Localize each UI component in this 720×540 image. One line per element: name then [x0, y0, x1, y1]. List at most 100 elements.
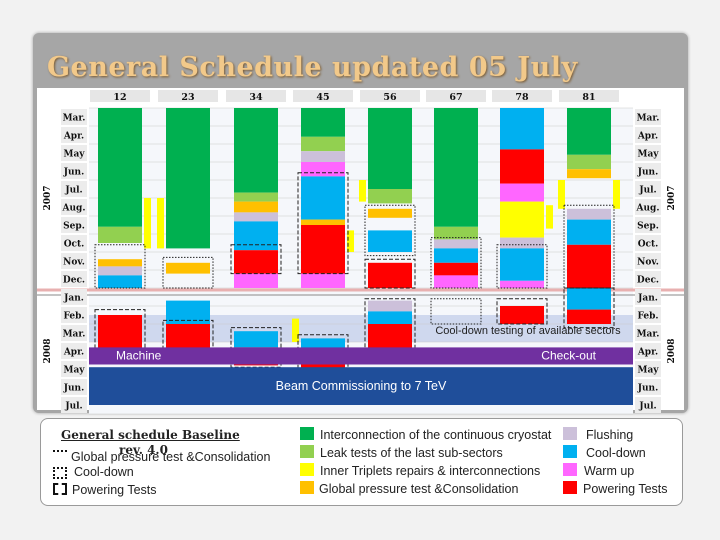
sector-label: 67	[449, 92, 462, 103]
month-label-right: Mar.	[637, 330, 660, 340]
cooldown-bar	[567, 288, 611, 310]
planning-outline	[94, 309, 146, 361]
sector-label: 78	[515, 92, 529, 103]
month-label-left: Feb.	[63, 312, 84, 322]
cooldown-bar	[234, 221, 278, 251]
warmup-bar	[301, 273, 345, 288]
month-cell-left	[61, 217, 87, 233]
month-label-left: May	[63, 150, 85, 160]
cooldown-bar	[234, 331, 278, 348]
flushing-bar	[567, 208, 611, 220]
planning-outline	[430, 237, 482, 289]
month-cell-right	[635, 127, 661, 143]
powering-bar	[500, 306, 544, 324]
inner_triplets-marker	[359, 180, 366, 202]
year-label-left: 2008	[43, 338, 53, 363]
legend-left-label-2: Powering Tests	[72, 483, 157, 497]
sector-header-cell	[492, 90, 552, 102]
inner_triplets-marker	[347, 230, 354, 252]
month-cell-left	[61, 181, 87, 197]
cooldown-bar	[98, 275, 142, 288]
checkout-label: Check-out	[541, 349, 596, 363]
sector-header-cell	[360, 90, 420, 102]
interconnection-bar	[567, 108, 611, 155]
sector-label: 56	[383, 92, 397, 103]
pressure-bar	[567, 169, 611, 179]
legend-right-label-2: Warm up	[584, 464, 635, 478]
month-label-right: May	[637, 366, 659, 376]
legend-mid-label-0: Interconnection of the continuous cryost…	[320, 428, 552, 442]
pressure-bar	[234, 201, 278, 213]
month-label-right: Apr.	[637, 132, 658, 142]
pressure-bar	[98, 259, 142, 267]
inner_triplets-bar	[500, 201, 544, 238]
month-cell-right	[635, 145, 661, 161]
inner_triplets-marker	[546, 205, 553, 229]
month-label-left: Aug.	[62, 204, 86, 214]
interconnection-swatch	[300, 427, 314, 440]
sector-header-cell	[293, 90, 353, 102]
month-label-right: Sep.	[637, 222, 659, 232]
leak-bar	[434, 226, 478, 240]
cooldown-bar	[500, 108, 544, 150]
month-label-right: Jan.	[637, 294, 658, 304]
month-label-right: Jun.	[637, 168, 658, 178]
legend-heading: General schedule Baseline	[61, 428, 240, 442]
powering-bar	[500, 149, 544, 184]
month-label-left: Jan.	[63, 294, 84, 304]
month-label-left: Sep.	[63, 222, 85, 232]
planning-outline	[162, 256, 214, 289]
cooldown-testing-label: Cool-down testing of available sectors	[435, 325, 621, 337]
inner-triplets-swatch	[300, 463, 314, 476]
month-cell-left	[61, 109, 87, 125]
cooldown-bar	[166, 300, 210, 324]
month-cell-right	[635, 325, 661, 341]
flushing-swatch	[563, 427, 577, 440]
cooldown-bar	[368, 230, 412, 252]
planning-outline	[364, 298, 416, 361]
month-label-left: Jul.	[64, 402, 82, 412]
sector-label: 12	[113, 92, 126, 103]
month-cell-left	[61, 379, 87, 395]
pressure-bar	[166, 262, 210, 274]
month-cell-right	[635, 271, 661, 287]
interconnection-bar	[301, 108, 345, 137]
cooldown-bar	[301, 176, 345, 220]
flushing-bar	[500, 237, 544, 249]
month-cell-left	[61, 145, 87, 161]
month-label-right: Mar.	[637, 114, 660, 124]
sector-header-cell	[426, 90, 486, 102]
dashed-box-icon	[53, 483, 67, 495]
sector-label: 23	[181, 92, 194, 103]
legend-mid-label-3: Global pressure test &Consolidation	[319, 482, 519, 496]
legend-mid-label-1: Leak tests of the last sub-sectors	[320, 446, 503, 460]
sector-label: 34	[249, 92, 263, 103]
cooldown-bar	[434, 248, 478, 263]
pressure-bar	[368, 208, 412, 218]
legend-right-label-1: Cool-down	[586, 446, 646, 460]
sector-label: 81	[582, 92, 595, 103]
month-label-left: Apr.	[63, 348, 84, 358]
planning-outline	[94, 244, 146, 289]
month-cell-left	[61, 127, 87, 143]
month-cell-right	[635, 289, 661, 305]
machine-checkout-band	[89, 347, 633, 365]
planning-outline	[364, 258, 416, 289]
inner_triplets-marker	[558, 180, 565, 209]
month-cell-left	[61, 343, 87, 359]
month-label-left: Nov.	[63, 258, 85, 268]
month-cell-left	[61, 307, 87, 323]
planning-outline	[430, 298, 482, 325]
planning-outline	[297, 172, 349, 275]
interconnection-bar	[234, 108, 278, 193]
sector-label: 45	[316, 92, 329, 103]
leak-bar	[368, 189, 412, 204]
beam-commissioning-band	[89, 367, 633, 405]
flushing-bar	[368, 300, 412, 312]
warmup-swatch	[563, 463, 577, 476]
inner_triplets-marker	[613, 180, 620, 209]
legend-box: General schedule Baseline rev. 4.0 Globa…	[40, 418, 683, 506]
year-label-right: 2008	[667, 338, 677, 363]
warmup-bar	[500, 183, 544, 202]
interconnection-bar	[368, 108, 412, 189]
